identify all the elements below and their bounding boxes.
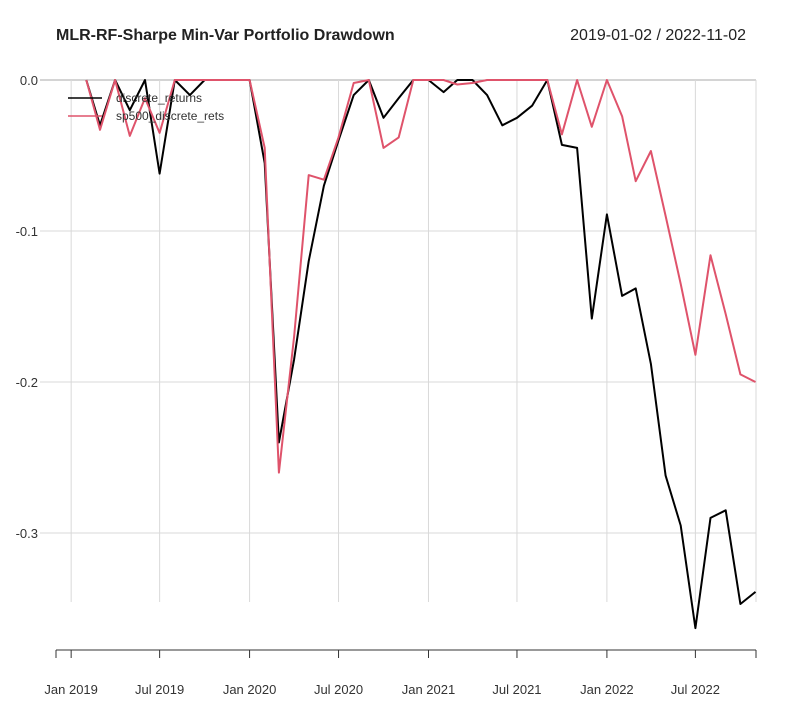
x-tick-label: Jul 2019 — [135, 682, 184, 697]
grid-layer — [40, 79, 757, 602]
legend: discrete_returns sp500_discrete_rets — [68, 91, 224, 123]
x-tick-label: Jul 2021 — [492, 682, 541, 697]
axis-layer: 0.0 -0.1 -0.2 -0.3 Jan 2019 Jul 2019 Jan 2020 J… — [16, 73, 757, 697]
x-tick-label: Jan 2020 — [223, 682, 277, 697]
series-line-discrete-returns — [85, 79, 757, 630]
series-line-sp500-discrete-rets — [85, 79, 756, 474]
x-tick-label: Jan 2021 — [402, 682, 456, 697]
y-tick-label: -0.1 — [16, 224, 38, 239]
series-layer — [85, 79, 757, 630]
x-tick-label: Jul 2020 — [314, 682, 363, 697]
y-tick-label: -0.3 — [16, 526, 38, 541]
y-tick-label: 0.0 — [20, 73, 38, 88]
x-tick-label: Jul 2022 — [671, 682, 720, 697]
x-tick-label: Jan 2022 — [580, 682, 634, 697]
chart-title: MLR-RF-Sharpe Min-Var Portfolio Drawdown — [56, 27, 395, 44]
y-tick-label: -0.2 — [16, 375, 38, 390]
x-tick-label: Jan 2019 — [44, 682, 98, 697]
legend-label: sp500_discrete_rets — [116, 109, 224, 123]
legend-label: discrete_returns — [116, 91, 202, 105]
date-range-label: 2019-01-02 / 2022-11-02 — [570, 27, 746, 44]
